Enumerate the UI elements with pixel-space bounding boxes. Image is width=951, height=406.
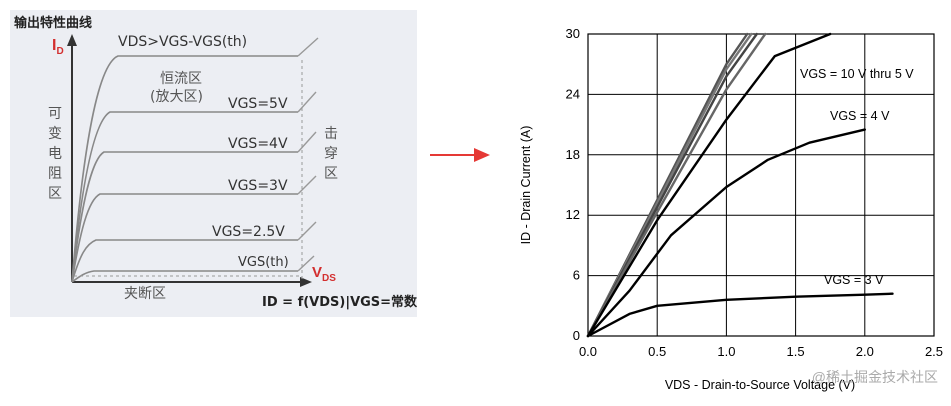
y-axis-label: ID - Drain Current (A) xyxy=(519,126,533,245)
region-variable-2: 电 xyxy=(48,146,62,162)
annotation-vgs-4: VGS = 4 V xyxy=(830,109,890,123)
x-tick-label-3: 1.5 xyxy=(787,344,805,359)
arrow xyxy=(430,148,490,162)
left-curve-vgs-2-5v xyxy=(71,239,298,283)
x-tick-label-5: 2.5 xyxy=(925,344,943,359)
chart: 0 6 12 18 24 30 0.0 0.5 1.0 1.5 2.0 2.5 VGS = 10 V… xyxy=(519,26,943,392)
region-breakdown-0: 击 xyxy=(324,126,338,142)
curve-label-vgs-4v: VGS=4V xyxy=(228,136,288,152)
region-breakdown-2: 区 xyxy=(324,166,338,182)
left-x-axis-arrow xyxy=(300,277,312,287)
y-tick-label-1: 6 xyxy=(573,268,580,283)
curve-label-vgs-2-5v: VGS=2.5V xyxy=(212,224,285,240)
series-line-4 xyxy=(586,32,832,338)
region-variable-4: 区 xyxy=(48,186,62,202)
region-variable-3: 阻 xyxy=(48,166,62,182)
x-tick-label-0: 0.0 xyxy=(579,344,597,359)
annotation-vgs-3: VGS = 3 V xyxy=(824,273,884,287)
x-ticks: 0.0 0.5 1.0 1.5 2.0 2.5 xyxy=(579,344,943,359)
curve-label-vgs-5v: VGS=5V xyxy=(228,96,288,112)
y-tick-label-0: 0 xyxy=(573,328,580,343)
watermark: @稀土掘金技术社区 xyxy=(812,369,938,385)
left-title: 输出特性曲线 xyxy=(14,15,92,31)
plot-area xyxy=(587,33,935,337)
y-tick-label-3: 18 xyxy=(566,147,580,162)
arrow-head xyxy=(474,148,490,162)
grid xyxy=(588,34,934,336)
x-tick-label-2: 1.0 xyxy=(717,344,735,359)
formula: ID = f(VDS)|VGS=常数 xyxy=(262,294,418,310)
region-variable-1: 变 xyxy=(48,126,62,142)
x-tick-label-4: 2.0 xyxy=(856,344,874,359)
y-ticks: 0 6 12 18 24 30 xyxy=(566,26,580,343)
curve-label-vgs-3v: VGS=3V xyxy=(228,178,288,194)
left-y-axis-label: ID xyxy=(52,37,64,57)
left-curve-vgs-3v xyxy=(71,193,298,283)
left-y-axis-arrow xyxy=(67,34,77,46)
region-constant-2: (放大区) xyxy=(150,89,203,105)
region-cutoff: 夹断区 xyxy=(124,286,166,302)
left-curve-vgs-th xyxy=(71,270,298,283)
region-breakdown-1: 穿 xyxy=(324,146,338,162)
breakdown-lines xyxy=(297,37,319,272)
region-constant-1: 恒流区 xyxy=(160,71,202,87)
left-curve-top xyxy=(71,55,298,283)
x-axis-label: VDS - Drain-to-Source Voltage (V) xyxy=(665,378,855,392)
left-curves xyxy=(71,55,298,283)
y-tick-label-2: 12 xyxy=(566,207,580,222)
series-group xyxy=(586,32,894,338)
left-diagram: 输出特性曲线 ID VDS VDS>VGS-VGS(th) xyxy=(10,10,418,317)
left-x-axis-label: VDS xyxy=(312,264,336,284)
boundary-label: VDS>VGS-VGS(th) xyxy=(118,34,247,50)
annotation-vgs-10-5: VGS = 10 V thru 5 V xyxy=(800,67,914,81)
series-line-3 xyxy=(586,32,767,338)
y-tick-label-5: 30 xyxy=(566,26,580,41)
curve-label-vgs-th: VGS(th) xyxy=(238,255,289,270)
region-variable-0: 可 xyxy=(48,106,62,122)
y-tick-label-4: 24 xyxy=(566,86,580,101)
series-line-6 xyxy=(586,292,894,338)
series-line-2 xyxy=(586,32,758,338)
left-curve-vgs-4v xyxy=(71,151,298,283)
x-tick-label-1: 0.5 xyxy=(648,344,666,359)
series-line-5 xyxy=(586,128,866,338)
